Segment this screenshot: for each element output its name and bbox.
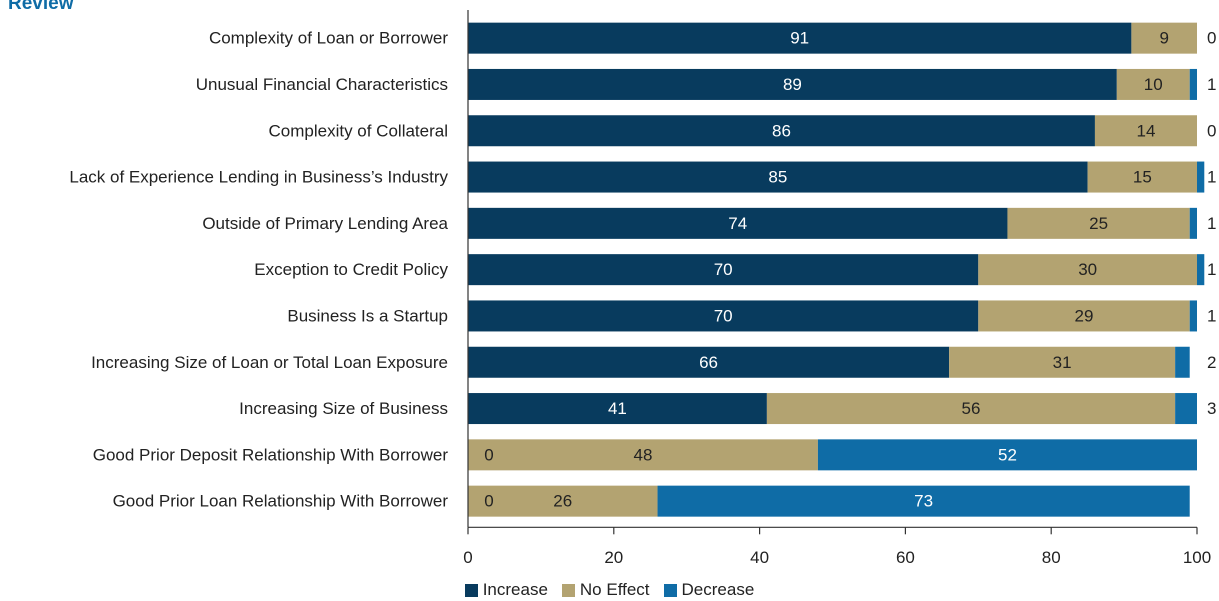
legend-swatch [464,583,478,597]
data-label: 1 [1207,214,1216,233]
legend-label: No Effect [579,580,650,599]
data-label: 25 [1089,214,1108,233]
data-label: 91 [790,29,809,48]
bar-segment [1175,393,1197,425]
x-tick-label: 20 [604,548,623,567]
bar-segment [1116,68,1190,100]
bar-segment [657,485,1190,517]
bar-segment [468,485,658,517]
bar-segment [1007,207,1190,239]
bar-segment [1189,207,1197,239]
data-label: 0 [484,445,493,464]
bar-segment [1131,22,1197,54]
category-label: Complexity of Loan or Borrower [209,29,448,48]
data-label: 66 [699,353,718,372]
data-label: 74 [728,214,747,233]
x-tick-label: 40 [750,548,769,567]
data-label: 3 [1207,399,1216,418]
bar-segment [468,22,1132,54]
category-label: Outside of Primary Lending Area [202,214,448,233]
category-label: Increasing Size of Loan or Total Loan Ex… [91,353,448,372]
data-label: 70 [714,260,733,279]
bar-segment [1175,346,1190,378]
data-label: 89 [783,75,802,94]
bar-segment [468,161,1088,193]
bar-segment [766,393,1176,425]
data-label: 2 [1207,353,1216,372]
chart-legend: Increase No Effect Decrease [0,580,1219,600]
bar-segment [1197,254,1205,286]
legend-swatch [561,583,575,597]
data-label: 15 [1133,168,1152,187]
data-label: 56 [962,399,981,418]
data-label: 1 [1207,168,1216,187]
category-label: Exception to Credit Policy [254,260,448,279]
data-label: 41 [608,399,627,418]
bar-segment [468,207,1008,239]
bar-segment [468,115,1095,147]
bar-segment [468,254,979,286]
category-label: Lack of Experience Lending in Business’s… [69,168,448,187]
category-label: Good Prior Loan Relationship With Borrow… [113,492,449,511]
data-label: 52 [998,445,1017,464]
data-label: 0 [484,492,493,511]
data-label: 9 [1159,29,1168,48]
data-label: 0 [1207,29,1216,48]
data-label: 29 [1075,306,1094,325]
data-label: 86 [772,121,791,140]
data-label: 1 [1207,75,1216,94]
bar-segment [1094,115,1197,147]
legend-item: No Effect [561,580,650,600]
category-label: Unusual Financial Characteristics [196,75,448,94]
category-label: Good Prior Deposit Relationship With Bor… [93,445,449,464]
data-label: 30 [1078,260,1097,279]
category-label: Increasing Size of Business [239,399,448,418]
data-label: 26 [553,492,572,511]
bar-segment [949,346,1176,378]
bar-segment [978,300,1190,332]
page-title: Review [8,0,74,14]
x-tick-label: 60 [896,548,915,567]
data-label: 31 [1053,353,1072,372]
bar-segment [468,68,1117,100]
bar-segment [1189,68,1197,100]
bar-segment [468,300,979,332]
legend-item: Increase [464,580,548,600]
x-tick-label: 80 [1042,548,1061,567]
data-label: 14 [1137,121,1156,140]
data-label: 85 [768,168,787,187]
data-label: 70 [714,306,733,325]
bar-segment [468,439,818,471]
bar-segment [817,439,1197,471]
category-label: Business Is a Startup [287,306,448,325]
bar-segment [1087,161,1197,193]
x-tick-label: 0 [463,548,472,567]
stacked-bar-chart: Complexity of Loan or Borrower 91 9 0 Unusua… [69,10,1216,567]
bar-segment [468,393,767,425]
data-label: 1 [1207,260,1216,279]
bar-segment [1197,161,1205,193]
bar-segment [1189,300,1197,332]
legend-label: Increase [482,580,548,599]
data-label: 1 [1207,306,1216,325]
category-label: Complexity of Collateral [268,121,448,140]
data-label: 73 [914,492,933,511]
x-tick-label: 100 [1183,548,1211,567]
data-label: 48 [633,445,652,464]
legend-swatch [663,583,677,597]
legend-label: Decrease [681,580,755,599]
bar-segment [468,346,950,378]
data-label: 10 [1144,75,1163,94]
bar-segment [978,254,1197,286]
legend-item: Decrease [663,580,755,600]
data-label: 0 [1207,121,1216,140]
